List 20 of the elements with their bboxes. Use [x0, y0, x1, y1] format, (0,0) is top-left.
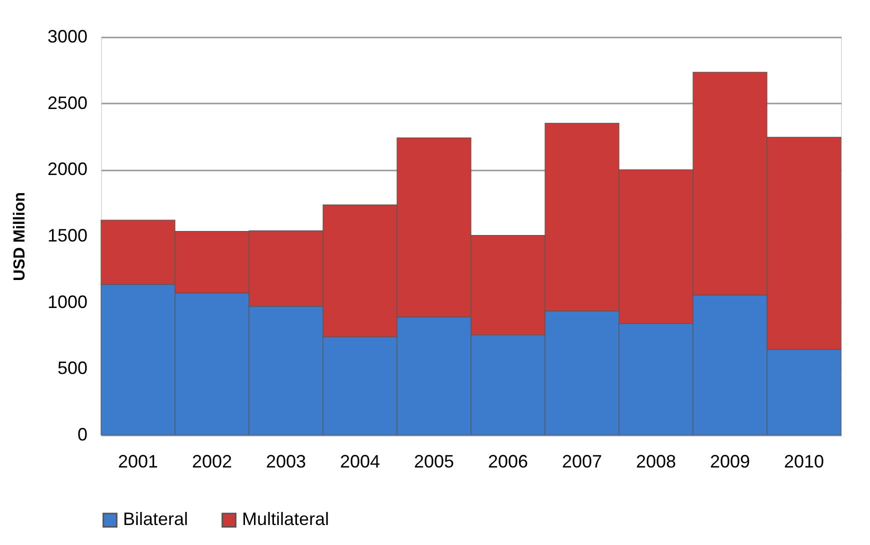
x-tick-label: 2004 — [340, 452, 380, 472]
x-tick-label: 2009 — [710, 452, 750, 472]
x-tick-label: 2008 — [636, 452, 676, 472]
x-tick-label: 2003 — [266, 452, 306, 472]
y-tick-label: 3000 — [47, 26, 88, 46]
legend-label: Multilateral — [242, 509, 330, 530]
y-tick-label: 2500 — [47, 92, 88, 113]
y-tick-label: 1000 — [47, 292, 88, 312]
x-tick-label: 2010 — [784, 452, 824, 472]
y-tick-label: 2000 — [47, 159, 88, 180]
y-axis-title: USD Million — [11, 192, 28, 281]
x-tick-label: 2006 — [488, 452, 528, 472]
y-tick-label: 1500 — [47, 226, 88, 246]
y-tick-label: 0 — [77, 424, 88, 444]
x-tick-label: 2007 — [562, 452, 602, 472]
legend-label: Bilateral — [123, 509, 188, 530]
x-tick-label: 2002 — [192, 452, 232, 472]
y-tick-label: 500 — [57, 358, 88, 378]
x-tick-label: 2001 — [118, 452, 158, 472]
x-tick-label: 2005 — [414, 452, 454, 472]
